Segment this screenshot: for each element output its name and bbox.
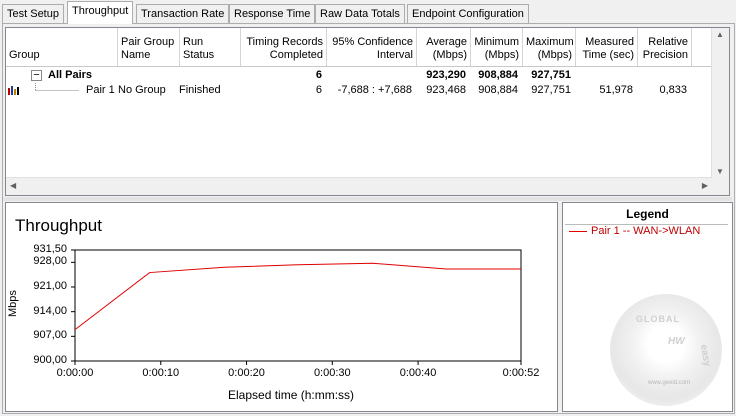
y-tick-label: 931,50 [33, 243, 67, 255]
legend-item-pair-1[interactable]: Pair 1 -- WAN->WLAN [569, 225, 700, 237]
y-tick-label: 900,00 [33, 354, 67, 366]
col-header-confidence-interval[interactable]: 95% Confidence Interval [327, 28, 417, 66]
col-header-minimum[interactable]: Minimum (Mbps) [471, 28, 523, 66]
y-axis-label: Mbps [7, 290, 19, 317]
pane-splitter[interactable] [3, 197, 732, 201]
confidence-cell: -7,688 : +7,688 [337, 84, 412, 96]
legend-swatch [569, 230, 587, 232]
col-header-relative-precision[interactable]: Relative Precision [638, 28, 692, 66]
chart-title: Throughput [15, 216, 102, 235]
summary-average: 923,290 [426, 69, 466, 81]
col-header-group[interactable]: Group [6, 28, 118, 66]
x-tick-label: 0:00:52 [502, 367, 540, 379]
x-axis-label: Elapsed time (h:mm:ss) [228, 388, 355, 402]
scroll-right-icon[interactable]: ▶ [701, 181, 708, 190]
summary-maximum: 927,751 [531, 69, 571, 81]
x-tick-label: 0:00:40 [399, 367, 437, 379]
scroll-down-icon[interactable]: ▼ [716, 167, 724, 176]
watermark-mid-text: HW [668, 336, 685, 347]
results-table: Group Pair Group Name Run Status Timing R… [5, 27, 730, 196]
collapse-toggle[interactable]: − [31, 70, 42, 81]
measured-time-cell: 51,978 [599, 84, 633, 96]
col-header-timing-records[interactable]: Timing Records Completed [241, 28, 327, 66]
scrollbar-corner [712, 178, 729, 195]
table-row[interactable]: Pair 1 No Group Finished 6 -7,688 : +7,6… [6, 83, 716, 98]
run-status-cell: Finished [179, 84, 221, 96]
tab-transaction-rate[interactable]: Transaction Rate [136, 4, 230, 23]
maximum-cell: 927,751 [531, 84, 571, 96]
summary-timing-records: 6 [315, 69, 322, 81]
average-cell: 923,468 [426, 84, 466, 96]
y-tick-label: 928,00 [33, 255, 67, 268]
tab-response-time[interactable]: Response Time [229, 4, 316, 23]
watermark-url: www.geeid.com [648, 380, 691, 386]
pair-chart-icon [8, 86, 19, 95]
tab-throughput[interactable]: Throughput [67, 1, 134, 24]
table-header: Group Pair Group Name Run Status Timing R… [6, 28, 716, 67]
col-header-run-status[interactable]: Run Status [180, 28, 241, 66]
tab-bar: Test Setup Throughput Transaction Rate R… [0, 1, 736, 24]
y-tick-label: 907,00 [33, 329, 67, 342]
watermark-logo: GLOBAL HW easy www.geeid.com [610, 294, 722, 406]
watermark-bottom-text: easy [697, 343, 713, 368]
legend-item-label: Pair 1 -- WAN->WLAN [591, 225, 701, 237]
timing-records-cell: 6 [315, 84, 322, 96]
scroll-left-icon[interactable]: ◀ [10, 181, 17, 190]
pair-group-cell: Pair 1 [86, 84, 115, 96]
legend-divider [565, 224, 728, 225]
col-header-pair-group-name[interactable]: Pair Group Name [118, 28, 180, 66]
col-header-maximum[interactable]: Maximum (Mbps) [523, 28, 576, 66]
x-tick-label: 0:00:10 [142, 367, 180, 379]
tab-raw-data-totals[interactable]: Raw Data Totals [315, 4, 405, 23]
x-tick-label: 0:00:20 [228, 367, 265, 379]
col-header-measured-time[interactable]: Measured Time (sec) [576, 28, 638, 66]
x-tick-label: 0:00:00 [56, 367, 94, 379]
relative-precision-cell: 0,833 [659, 84, 687, 96]
horizontal-scrollbar[interactable]: ◀ ▶ [6, 177, 712, 195]
y-tick-label: 914,00 [33, 304, 67, 317]
summary-group: All Pairs [48, 69, 93, 81]
tree-connector [35, 83, 79, 91]
legend-title: Legend [626, 207, 669, 221]
scroll-up-icon[interactable]: ▲ [716, 30, 724, 39]
pair-group-name-cell: No Group [118, 84, 166, 96]
tab-test-setup[interactable]: Test Setup [2, 4, 64, 23]
y-tick-label: 921,00 [33, 280, 67, 292]
x-tick-label: 0:00:30 [313, 367, 351, 379]
watermark-top-text: GLOBAL [636, 314, 680, 324]
summary-minimum: 908,884 [478, 69, 518, 81]
minimum-cell: 908,884 [478, 84, 518, 96]
vertical-scrollbar[interactable]: ▲ ▼ [711, 28, 729, 178]
tab-endpoint-configuration[interactable]: Endpoint Configuration [407, 4, 529, 23]
col-header-average[interactable]: Average (Mbps) [417, 28, 471, 66]
table-row-summary[interactable]: − All Pairs 6 923,290 908,884 927,751 [6, 68, 716, 83]
